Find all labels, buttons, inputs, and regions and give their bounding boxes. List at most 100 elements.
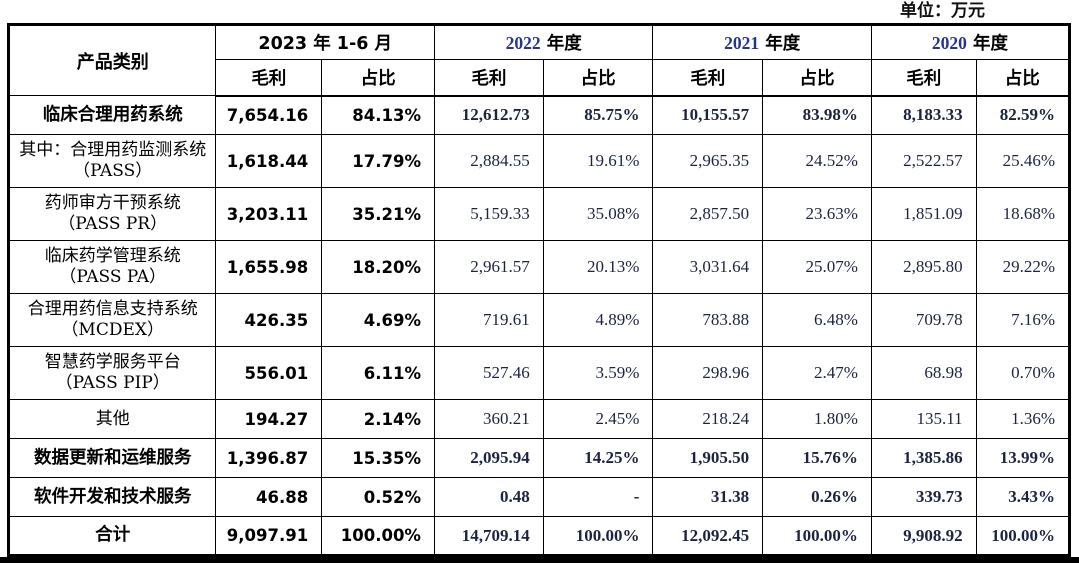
share-value: 6.48% [762,293,872,347]
gross-profit-value: 1,851.09 [870,187,977,241]
share-value: 18.68% [975,187,1071,241]
row-label: 临床合理用药系统 [7,95,217,135]
share-value: 7.16% [975,293,1071,347]
share-value: 24.52% [762,134,872,188]
gross-profit-value: 2,095.94 [433,438,544,478]
gross-profit-value: 5,159.33 [433,187,544,241]
row-label: 智慧药学服务平台（PASS PIP） [7,346,217,400]
gross-profit-value: 527.46 [433,346,544,400]
row-label: 数据更新和运维服务 [7,438,217,478]
share-value: 35.08% [542,187,654,241]
share-value: 2.45% [542,399,654,439]
table-row: 药师审方干预系统（PASS PR） 3,203.11 35.21% 5,159.33 3… [7,187,1071,241]
gross-profit-value: 12,612.73 [433,95,544,135]
column-header-period: 2023 年 1-6 月 [215,24,435,60]
gross-profit-value: 12,092.45 [652,516,764,556]
share-value: 15.76% [762,438,872,478]
share-value: 18.20% [321,240,435,294]
column-subheader-gross-profit: 毛利 [215,59,323,97]
gross-profit-value: 3,203.11 [215,187,323,241]
share-value: 83.98% [762,95,872,135]
column-subheader-share: 占比 [321,59,435,97]
period-year-digits: 2021 [724,33,760,53]
share-value: 29.22% [975,240,1071,294]
gross-profit-value: 194.27 [215,399,323,439]
share-value: 14.25% [542,438,654,478]
gross-profit-value: 1,905.50 [652,438,764,478]
column-subheader-gross-profit: 毛利 [870,59,977,97]
share-value: 2.47% [762,346,872,400]
gross-profit-value: 783.88 [652,293,764,347]
column-subheader-share: 占比 [762,59,872,97]
share-value: - [542,477,654,517]
gross-profit-value: 2,965.35 [652,134,764,188]
share-value: 19.61% [542,134,654,188]
column-subheader-share: 占比 [542,59,654,97]
column-subheader-share: 占比 [975,59,1071,97]
share-value: 84.13% [321,95,435,135]
gross-profit-value: 719.61 [433,293,544,347]
share-value: 2.14% [321,399,435,439]
share-value: 3.43% [975,477,1071,517]
bottom-rule [0,557,1079,563]
gross-profit-value: 360.21 [433,399,544,439]
share-value: 17.79% [321,134,435,188]
period-year-digits: 2023 [258,34,308,54]
gross-profit-value: 46.88 [215,477,323,517]
share-value: 85.75% [542,95,654,135]
gross-profit-value: 1,655.98 [215,240,323,294]
share-value: 100.00% [321,516,435,556]
period-year-digits: 2020 [931,33,967,53]
share-value: 35.21% [321,187,435,241]
share-value: 25.46% [975,134,1071,188]
share-value: 20.13% [542,240,654,294]
table-row: 临床合理用药系统 7,654.16 84.13% 12,612.73 85.75% 10,… [7,95,1071,135]
gross-profit-table: 产品类别 2023 年 1-6 月 2022 年度 2021 年度 2020 年度 毛利占… [7,23,1071,557]
gross-profit-value: 2,895.80 [870,240,977,294]
gross-profit-value: 9,097.91 [215,516,323,556]
column-header-period: 2021 年度 [652,24,872,60]
share-value: 6.11% [321,346,435,400]
share-value: 0.70% [975,346,1071,400]
gross-profit-value: 0.48 [433,477,544,517]
row-label: 其他 [7,399,217,439]
row-label: 软件开发和技术服务 [7,477,217,517]
gross-profit-value: 298.96 [652,346,764,400]
gross-profit-value: 2,522.57 [870,134,977,188]
gross-profit-value: 2,961.57 [433,240,544,294]
row-label: 临床药学管理系统（PASS PA） [7,240,217,294]
share-value: 3.59% [542,346,654,400]
gross-profit-value: 218.24 [652,399,764,439]
share-value: 1.80% [762,399,872,439]
table-row: 智慧药学服务平台（PASS PIP） 556.01 6.11% 527.46 3.59%… [7,346,1071,400]
gross-profit-value: 1,618.44 [215,134,323,188]
table-row: 临床药学管理系统（PASS PA） 1,655.98 18.20% 2,961.57 2… [7,240,1071,294]
gross-profit-value: 2,884.55 [433,134,544,188]
table-row: 软件开发和技术服务 46.88 0.52% 0.48-31.38 0.26% 339.73… [7,477,1071,517]
gross-profit-value: 135.11 [870,399,977,439]
gross-profit-value: 709.78 [870,293,977,347]
gross-profit-value: 1,385.86 [870,438,977,478]
column-subheader-gross-profit: 毛利 [652,59,764,97]
share-value: 13.99% [975,438,1071,478]
row-label: 合理用药信息支持系统（MCDEX） [7,293,217,347]
gross-profit-value: 1,396.87 [215,438,323,478]
table-body: 临床合理用药系统 7,654.16 84.13% 12,612.73 85.75% 10,… [7,95,1071,556]
table-row: 其他 194.27 2.14% 360.21 2.45% 218.24 1.80% 135.1… [7,399,1071,439]
share-value: 100.00% [975,516,1071,556]
column-header-period: 2022 年度 [433,24,654,60]
gross-profit-value: 10,155.57 [652,95,764,135]
share-value: 15.35% [321,438,435,478]
share-value: 25.07% [762,240,872,294]
period-year-digits: 2022 [505,33,541,53]
table-row: 其中：合理用药监测系统（PASS） 1,618.44 17.79% 2,884.55 1… [7,134,1071,188]
row-label: 其中：合理用药监测系统（PASS） [7,134,217,188]
gross-profit-value: 68.98 [870,346,977,400]
unit-label: 单位：万元 [900,1,985,21]
share-value: 100.00% [542,516,654,556]
table-row: 合理用药信息支持系统（MCDEX） 426.35 4.69% 719.61 4.89% 7… [7,293,1071,347]
gross-profit-value: 2,857.50 [652,187,764,241]
gross-profit-value: 31.38 [652,477,764,517]
share-value: 1.36% [975,399,1071,439]
gross-profit-value: 339.73 [870,477,977,517]
